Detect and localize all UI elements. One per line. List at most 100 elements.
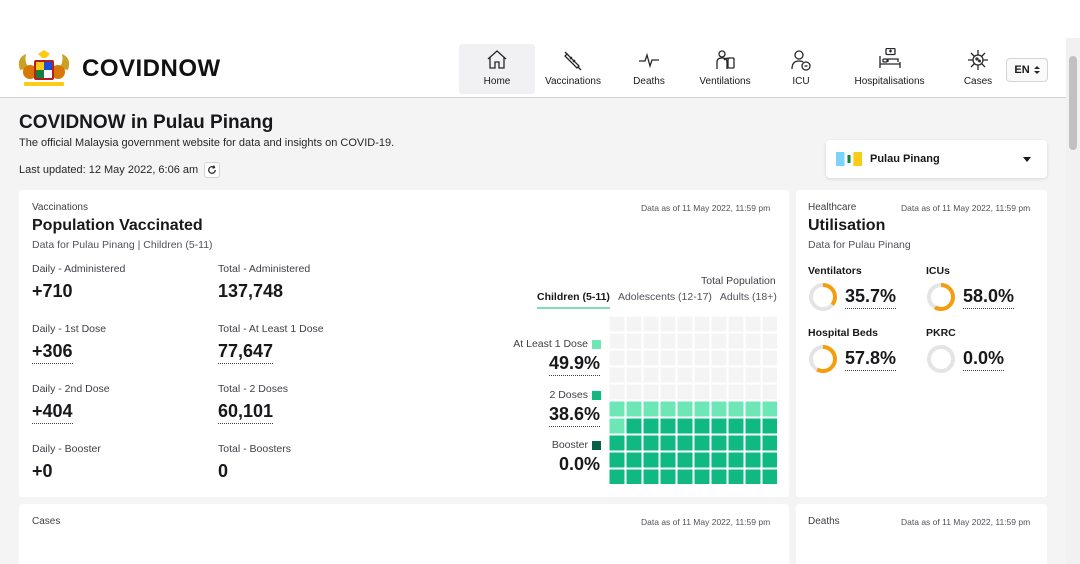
legend-booster: Booster: [552, 439, 601, 451]
ventilator-icon: [716, 50, 735, 69]
pulau-pinang-flag-icon: [836, 152, 862, 166]
syringe-icon: [564, 51, 582, 71]
cases-eyebrow: Cases: [32, 516, 61, 527]
stat-value: 137,748: [218, 281, 284, 301]
deaths-eyebrow: Deaths: [808, 516, 840, 527]
tab-adolescents[interactable]: Adolescents (12-17): [617, 291, 712, 303]
util-label-pkrc: PKRC: [926, 327, 956, 339]
util-value-hospital-beds[interactable]: 57.8%: [845, 348, 897, 371]
donut-value-arc: [809, 345, 837, 373]
waffle-cell: [643, 316, 659, 332]
waffle-cell: [728, 401, 744, 417]
tab-children[interactable]: Children (5-11): [537, 291, 610, 309]
waffle-cell: [660, 452, 676, 468]
util-value-icus[interactable]: 58.0%: [963, 286, 1015, 309]
vertical-scrollbar[interactable]: [1066, 38, 1080, 564]
nav-vaccinations-label: Vaccinations: [545, 76, 601, 87]
waffle-cell: [762, 452, 777, 468]
waffle-cell: [626, 316, 642, 332]
nav-cases[interactable]: Cases: [940, 44, 1016, 94]
waffle-cell: [711, 333, 727, 349]
nav-icu[interactable]: ICU: [763, 44, 839, 94]
top-navigation-bar: COVIDNOW Home Vaccinations Deaths Ventil…: [0, 38, 1066, 98]
language-value: EN: [1014, 64, 1030, 76]
utilisation-as-of: Data as of 11 May 2022, 11:59 pm: [901, 203, 1031, 213]
stat-label: Total - Boosters: [218, 443, 291, 455]
stat-value[interactable]: +306: [32, 341, 73, 364]
legend-swatch: [592, 390, 601, 400]
waffle-cell: [694, 384, 710, 400]
waffle-cell: [745, 418, 761, 434]
waffle-cell: [626, 435, 642, 451]
icus-donut: [927, 283, 955, 311]
waffle-cell: [660, 367, 676, 383]
stat-value[interactable]: 60,101: [218, 401, 274, 424]
waffle-cell: [711, 316, 727, 332]
stat-value[interactable]: +404: [32, 401, 73, 424]
util-label-icus: ICUs: [926, 265, 950, 277]
donut-track: [927, 345, 955, 373]
waffle-cell: [728, 435, 744, 451]
util-value-ventilators[interactable]: 35.7%: [845, 286, 897, 309]
utilisation-title: Utilisation: [808, 217, 886, 234]
tab-adults[interactable]: Adults (18+): [719, 291, 777, 303]
waffle-cell: [728, 418, 744, 434]
waffle-cell: [694, 469, 710, 484]
nav-vaccinations[interactable]: Vaccinations: [535, 44, 611, 94]
waffle-cell: [677, 401, 693, 417]
waffle-cell: [711, 350, 727, 366]
legend-at-least-1-dose: At Least 1 Dose: [513, 338, 601, 350]
legend-swatch: [592, 440, 601, 450]
page-title: COVIDNOW in Pulau Pinang: [19, 112, 274, 133]
waffle-cell: [745, 401, 761, 417]
state-select-value: Pulau Pinang: [870, 153, 940, 165]
waffle-cell: [660, 435, 676, 451]
stat-label: Total - Administered: [218, 263, 311, 275]
waffle-cell: [643, 367, 659, 383]
waffle-cell: [711, 367, 727, 383]
language-select[interactable]: EN: [1006, 58, 1048, 82]
malaysia-coat-of-arms-logo[interactable]: [16, 50, 72, 88]
vaccinations-eyebrow: Vaccinations: [32, 202, 88, 213]
waffle-cell: [711, 469, 727, 484]
waffle-cell: [694, 435, 710, 451]
nav-home-label: Home: [483, 76, 511, 87]
nav-deaths[interactable]: Deaths: [611, 44, 687, 94]
waffle-cell: [762, 469, 777, 484]
nav-home[interactable]: Home: [459, 44, 535, 94]
waffle-cell: [643, 350, 659, 366]
page-content: COVIDNOW in Pulau Pinang The official Ma…: [0, 98, 1066, 564]
nav-cases-label: Cases: [963, 76, 993, 87]
waffle-cell: [626, 367, 642, 383]
state-select[interactable]: Pulau Pinang: [826, 140, 1047, 178]
stat-label: Daily - 2nd Dose: [32, 383, 110, 395]
nav-hospitalisations[interactable]: Hospitalisations: [839, 44, 940, 94]
waffle-cell: [643, 333, 659, 349]
refresh-button[interactable]: [204, 162, 221, 178]
deaths-as-of: Data as of 11 May 2022, 11:59 pm: [901, 517, 1031, 527]
legend-value[interactable]: 38.6%: [548, 404, 600, 427]
waffle-cell: [660, 350, 676, 366]
cases-card: Cases Data as of 11 May 2022, 11:59 pm: [19, 504, 789, 564]
vaccinations-title: Population Vaccinated: [32, 217, 203, 234]
waffle-cell: [745, 316, 761, 332]
nav-ventilations[interactable]: Ventilations: [687, 44, 763, 94]
waffle-cell: [643, 435, 659, 451]
stat-value[interactable]: 77,647: [218, 341, 274, 364]
waffle-cell: [745, 367, 761, 383]
util-value-pkrc[interactable]: 0.0%: [963, 348, 1005, 371]
site-brand-title[interactable]: COVIDNOW: [82, 55, 221, 82]
stat-value: +0: [32, 461, 53, 481]
waffle-cell: [643, 401, 659, 417]
deaths-card: Deaths Data as of 11 May 2022, 11:59 pm: [796, 504, 1047, 564]
home-icon: [487, 50, 507, 69]
waffle-cell: [762, 418, 777, 434]
waffle-cell: [660, 401, 676, 417]
refresh-icon: [208, 165, 217, 174]
waffle-cell: [626, 418, 642, 434]
legend-value[interactable]: 49.9%: [548, 353, 600, 376]
scrollbar-thumb[interactable]: [1069, 56, 1077, 150]
ventilators-donut: [809, 283, 837, 311]
waffle-cell: [711, 452, 727, 468]
utilisation-subtitle: Data for Pulau Pinang: [808, 239, 911, 251]
